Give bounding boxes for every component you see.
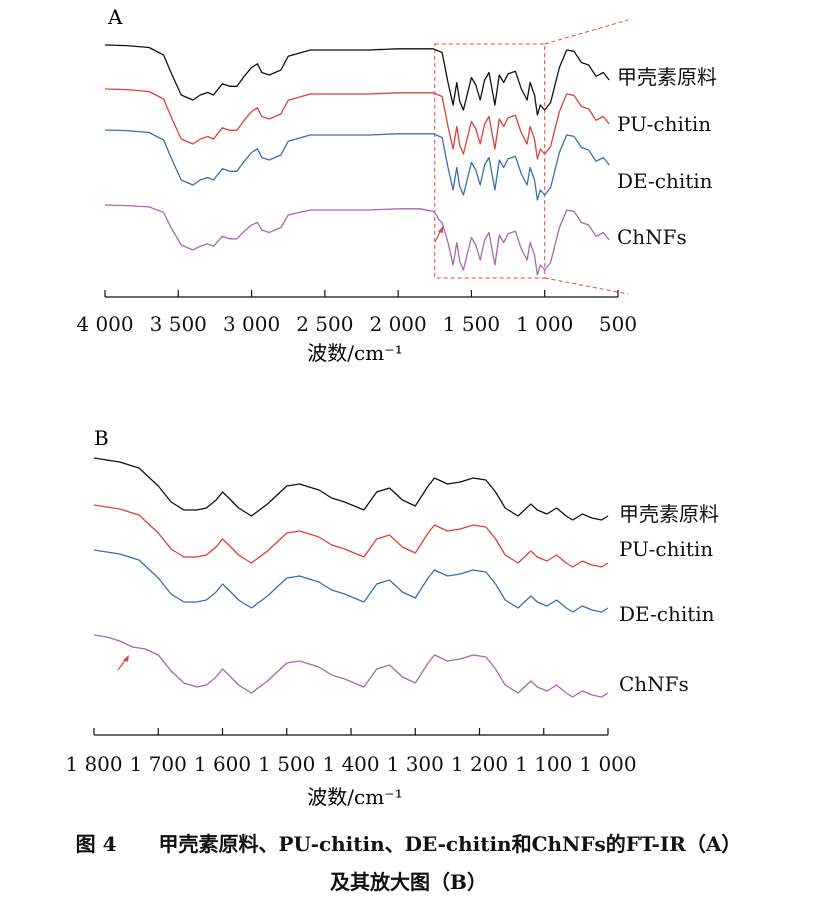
series-line-chnfs — [104, 204, 610, 276]
x-tick-label: 3 500 — [150, 312, 207, 336]
legend-label-series: 甲壳素原料 — [617, 65, 717, 89]
legend-label-chnfs: ChNFs — [617, 225, 687, 249]
panel-b-series — [93, 457, 609, 698]
series-line-pu-chitin — [93, 504, 609, 568]
shoulder-arrow — [434, 226, 443, 243]
x-tick-label: 1 400 — [322, 752, 379, 776]
legend-label-pu-chitin: PU-chitin — [619, 537, 713, 561]
zoom-guide-line — [544, 19, 629, 45]
x-tick-label: 1 100 — [515, 752, 572, 776]
x-tick-label: 2 000 — [370, 312, 427, 336]
x-tick-label: 1 500 — [443, 312, 500, 336]
zoom-region-box — [434, 19, 629, 295]
series-line-de-chitin — [104, 129, 610, 201]
x-tick-label: 4 000 — [76, 312, 133, 336]
shoulder-arrow — [117, 655, 129, 671]
panel-a-x-ticks: 4 000 3 500 3 000 2 500 2 000 1 500 1 000 500 — [76, 290, 637, 336]
panel-b-legend: 甲壳素原料 PU-chitin DE-chitin ChNFs — [619, 502, 719, 696]
x-tick-label: 1 600 — [194, 752, 251, 776]
panel-b-x-axis-label: 波数/cm⁻¹ — [307, 785, 402, 809]
series-line-de-chitin — [93, 549, 609, 613]
x-tick-label: 1 700 — [130, 752, 187, 776]
panel-b-x-ticks: 1 800 1 700 1 600 1 500 1 400 1 300 1 200 1 100… — [65, 728, 637, 776]
series-line-pu-chitin — [104, 88, 610, 160]
legend-label-de-chitin: DE-chitin — [619, 602, 715, 626]
x-tick-label: 1 500 — [258, 752, 315, 776]
zoom-guide-line — [544, 277, 629, 295]
x-tick-label: 500 — [599, 312, 637, 336]
panel-a-x-axis-label: 波数/cm⁻¹ — [307, 341, 402, 365]
legend-label-pu-chitin: PU-chitin — [617, 112, 711, 136]
panel-b-label: B — [94, 426, 109, 450]
ftir-figure: A 甲壳素原料 PU-chitin DE-chitin ChNFs 4 000 3 50… — [65, 5, 719, 809]
caption-text: 甲壳素原料、PU-chitin、DE-chitin和ChNFs的FT-IR（A） — [158, 832, 742, 856]
series-line-chnfs — [93, 634, 609, 698]
x-tick-label: 1 000 — [516, 312, 573, 336]
figure-number: 图 4 — [75, 832, 117, 856]
figure-caption-line-2: 及其放大图（B） — [330, 870, 487, 894]
panel-a-series — [104, 44, 610, 276]
panel-b: B 甲壳素原料 PU-chitin DE-chitin ChNFs 1 800 1 70… — [65, 426, 719, 809]
legend-label-de-chitin: DE-chitin — [617, 169, 713, 193]
figure-caption-line-1: 图 4 甲壳素原料、PU-chitin、DE-chitin和ChNFs的FT-IR… — [0, 828, 817, 857]
x-tick-label: 1 200 — [451, 752, 508, 776]
x-tick-label: 3 000 — [223, 312, 280, 336]
panel-a-legend: 甲壳素原料 PU-chitin DE-chitin ChNFs — [617, 65, 717, 249]
series-line-series — [93, 457, 609, 521]
legend-label-series: 甲壳素原料 — [619, 502, 719, 526]
panel-a-label: A — [107, 5, 123, 29]
series-line-series — [104, 44, 610, 116]
x-tick-label: 2 500 — [296, 312, 353, 336]
panel-a: A 甲壳素原料 PU-chitin DE-chitin ChNFs 4 000 3 50… — [76, 5, 717, 365]
zoom-region-rect — [434, 43, 546, 279]
x-tick-label: 1 800 — [65, 752, 122, 776]
legend-label-chnfs: ChNFs — [619, 672, 689, 696]
x-tick-label: 1 000 — [579, 752, 636, 776]
x-tick-label: 1 300 — [387, 752, 444, 776]
